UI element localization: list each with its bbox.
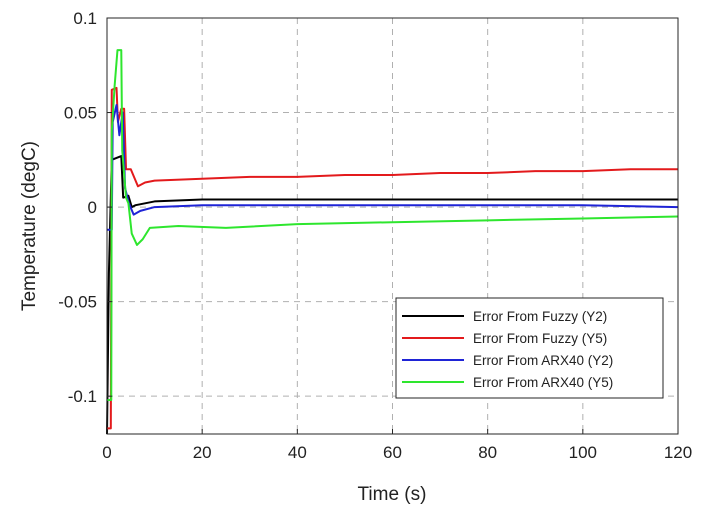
legend-label: Error From Fuzzy (Y5) bbox=[473, 331, 607, 346]
legend-label: Error From ARX40 (Y5) bbox=[473, 375, 613, 390]
series-lines bbox=[106, 49, 679, 435]
x-tick-label: 20 bbox=[193, 443, 212, 462]
y-tick-label: 0.1 bbox=[73, 9, 97, 28]
y-axis-title: Temperature (degC) bbox=[19, 141, 40, 311]
series-line bbox=[107, 103, 679, 231]
series-line bbox=[107, 49, 679, 401]
series-line bbox=[106, 155, 678, 435]
y-tick-label: -0.1 bbox=[68, 387, 97, 406]
legend: Error From Fuzzy (Y2) Error From Fuzzy (Y… bbox=[395, 297, 664, 399]
x-tick-label: 120 bbox=[664, 443, 692, 462]
legend-label: Error From Fuzzy (Y2) bbox=[473, 309, 607, 324]
x-tick-label: 0 bbox=[102, 443, 111, 462]
axis-ticks: 0 20 40 60 80 100 120 -0.1 -0.05 0 0.05 0.1 bbox=[58, 9, 692, 462]
x-axis-title: Time (s) bbox=[358, 484, 427, 505]
legend-label: Error From ARX40 (Y2) bbox=[473, 353, 613, 368]
x-tick-label: 40 bbox=[288, 443, 307, 462]
legend-items: Error From Fuzzy (Y2) Error From Fuzzy (Y… bbox=[402, 309, 613, 390]
y-tick-label: 0.05 bbox=[64, 104, 97, 123]
x-tick-label: 60 bbox=[383, 443, 402, 462]
y-tick-label: 0 bbox=[88, 198, 97, 217]
x-tick-label: 100 bbox=[569, 443, 597, 462]
y-tick-label: -0.05 bbox=[58, 293, 97, 312]
x-tick-label: 80 bbox=[478, 443, 497, 462]
